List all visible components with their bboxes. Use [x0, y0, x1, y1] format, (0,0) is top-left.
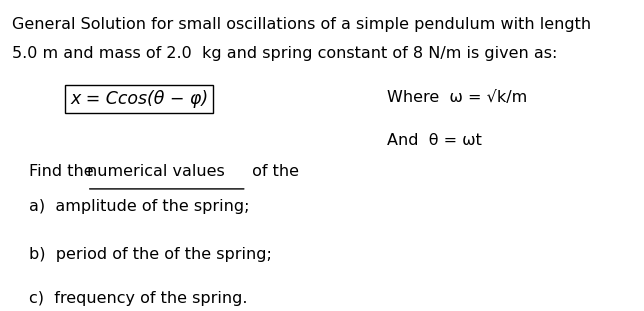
Text: 5.0 m and mass of 2.0  kg and spring constant of 8 N/m is given as:: 5.0 m and mass of 2.0 kg and spring cons…	[12, 46, 558, 61]
Text: Where  ω = √k/m: Where ω = √k/m	[387, 90, 527, 105]
Text: x = Ccos(θ − φ): x = Ccos(θ − φ)	[70, 90, 208, 108]
Text: numerical values: numerical values	[87, 164, 225, 179]
Text: c)  frequency of the spring.: c) frequency of the spring.	[29, 291, 247, 306]
Text: And  θ = ωt: And θ = ωt	[387, 133, 482, 148]
Text: b)  period of the of the spring;: b) period of the of the spring;	[29, 247, 272, 262]
Text: Find the: Find the	[29, 164, 99, 179]
Text: a)  amplitude of the spring;: a) amplitude of the spring;	[29, 199, 249, 214]
Text: of the: of the	[247, 164, 299, 179]
Text: General Solution for small oscillations of a simple pendulum with length: General Solution for small oscillations …	[12, 17, 592, 32]
